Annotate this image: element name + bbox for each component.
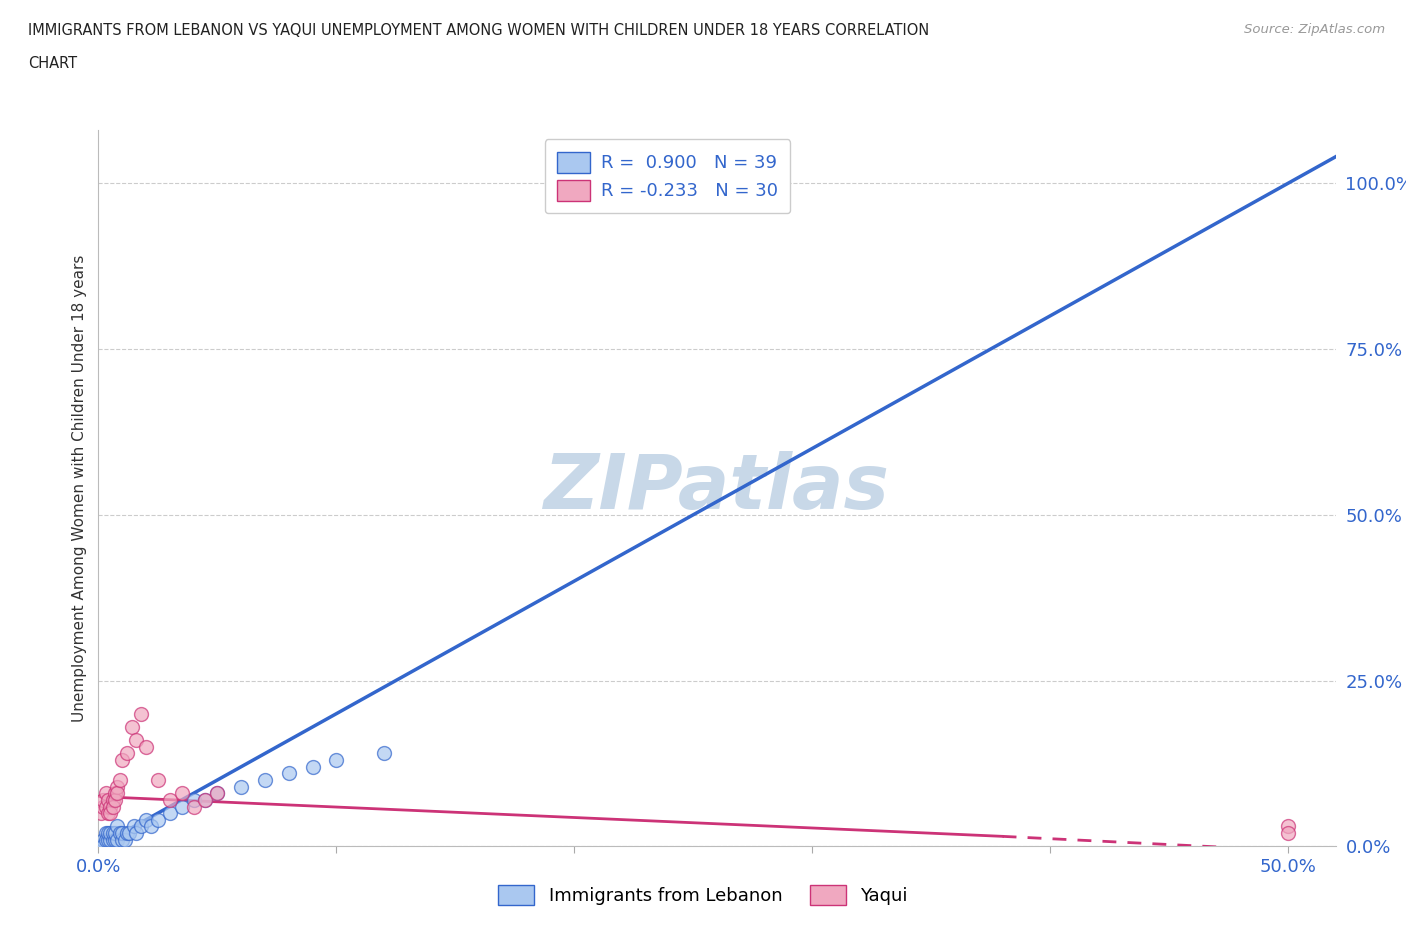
Point xyxy=(91,799,114,814)
Point xyxy=(121,720,143,735)
Point xyxy=(183,799,205,814)
Point xyxy=(98,805,121,820)
Point xyxy=(97,832,120,847)
Point xyxy=(107,779,129,794)
Point xyxy=(111,832,134,847)
Point xyxy=(231,779,253,794)
Point xyxy=(111,826,134,841)
Legend: Immigrants from Lebanon, Yaqui: Immigrants from Lebanon, Yaqui xyxy=(488,874,918,916)
Point xyxy=(139,819,162,834)
Legend: R =  0.900   N = 39, R = -0.233   N = 30: R = 0.900 N = 39, R = -0.233 N = 30 xyxy=(544,140,790,214)
Point xyxy=(98,799,121,814)
Point xyxy=(277,766,299,781)
Point xyxy=(94,826,117,841)
Point xyxy=(170,786,193,801)
Point xyxy=(94,799,117,814)
Point xyxy=(301,759,323,774)
Point xyxy=(253,773,276,788)
Point xyxy=(194,792,217,807)
Point xyxy=(91,832,114,847)
Point xyxy=(207,786,229,801)
Point xyxy=(129,706,152,721)
Point xyxy=(125,733,148,748)
Text: ZIPatlas: ZIPatlas xyxy=(544,451,890,525)
Point xyxy=(98,832,121,847)
Point xyxy=(159,805,181,820)
Point xyxy=(98,826,121,841)
Point xyxy=(129,819,152,834)
Point xyxy=(97,792,120,807)
Y-axis label: Unemployment Among Women with Children Under 18 years: Unemployment Among Women with Children U… xyxy=(72,255,87,722)
Point xyxy=(135,812,157,827)
Point xyxy=(122,819,145,834)
Point xyxy=(91,839,114,854)
Point xyxy=(101,832,124,847)
Text: Source: ZipAtlas.com: Source: ZipAtlas.com xyxy=(1244,23,1385,36)
Point xyxy=(101,792,124,807)
Point xyxy=(207,786,229,801)
Point xyxy=(108,773,131,788)
Point xyxy=(107,786,129,801)
Point xyxy=(107,832,129,847)
Point xyxy=(101,799,124,814)
Point xyxy=(115,746,138,761)
Point xyxy=(146,773,169,788)
Point xyxy=(170,799,193,814)
Point xyxy=(146,812,169,827)
Point xyxy=(1277,819,1299,834)
Point xyxy=(373,746,395,761)
Point xyxy=(97,826,120,841)
Point xyxy=(135,739,157,754)
Point xyxy=(97,805,120,820)
Point xyxy=(118,826,141,841)
Point xyxy=(114,832,136,847)
Point xyxy=(90,805,112,820)
Point xyxy=(115,826,138,841)
Point xyxy=(325,752,347,767)
Text: IMMIGRANTS FROM LEBANON VS YAQUI UNEMPLOYMENT AMONG WOMEN WITH CHILDREN UNDER 18: IMMIGRANTS FROM LEBANON VS YAQUI UNEMPLO… xyxy=(28,23,929,38)
Point xyxy=(104,832,127,847)
Point xyxy=(104,792,127,807)
Point xyxy=(104,826,127,841)
Point xyxy=(1277,826,1299,841)
Point xyxy=(108,826,131,841)
Point xyxy=(194,792,217,807)
Point xyxy=(159,792,181,807)
Point xyxy=(104,786,127,801)
Point xyxy=(94,832,117,847)
Point xyxy=(91,792,114,807)
Point xyxy=(107,819,129,834)
Point xyxy=(94,786,117,801)
Point xyxy=(183,792,205,807)
Text: CHART: CHART xyxy=(28,56,77,71)
Point xyxy=(111,752,134,767)
Point xyxy=(101,826,124,841)
Point xyxy=(125,826,148,841)
Point xyxy=(90,839,112,854)
